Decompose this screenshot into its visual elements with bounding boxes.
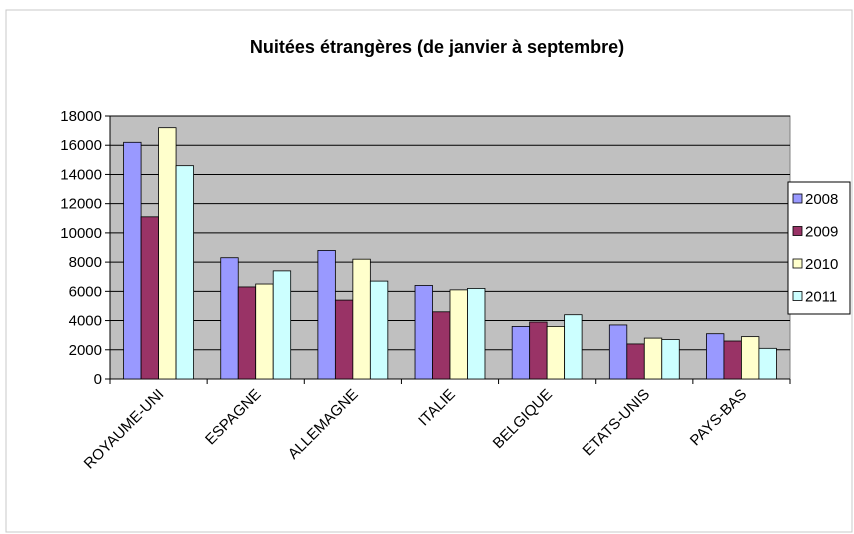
y-tick-label: 14000 bbox=[60, 166, 102, 183]
y-tick-label: 6000 bbox=[69, 283, 102, 300]
bar bbox=[317, 250, 336, 380]
bar bbox=[369, 280, 389, 380]
bar bbox=[220, 257, 239, 380]
bar bbox=[546, 325, 566, 380]
bar bbox=[158, 127, 177, 380]
bar bbox=[706, 333, 725, 380]
bar bbox=[432, 311, 451, 380]
bar bbox=[255, 283, 274, 380]
bar bbox=[723, 340, 742, 380]
bar bbox=[661, 339, 680, 380]
bar bbox=[352, 258, 371, 380]
bar bbox=[272, 270, 292, 380]
bar bbox=[237, 286, 257, 380]
bar bbox=[467, 288, 486, 380]
legend-swatch bbox=[792, 258, 803, 269]
legend-label: 2010 bbox=[805, 256, 838, 273]
bar bbox=[608, 324, 628, 380]
legend-label: 2009 bbox=[805, 224, 838, 241]
bar bbox=[449, 289, 468, 380]
legend-swatch bbox=[792, 226, 803, 236]
y-tick-label: 2000 bbox=[69, 342, 102, 359]
legend-label: 2011 bbox=[805, 289, 837, 306]
bar bbox=[140, 216, 159, 380]
y-tick-label: 12000 bbox=[60, 196, 102, 213]
y-tick-label: 4000 bbox=[69, 313, 102, 330]
legend-label: 2008 bbox=[805, 191, 838, 208]
bar bbox=[529, 321, 548, 380]
bar bbox=[511, 325, 531, 380]
legend-swatch bbox=[792, 193, 803, 204]
bar bbox=[414, 285, 433, 380]
bar bbox=[123, 141, 142, 380]
bar bbox=[741, 336, 760, 380]
y-tick-label: 8000 bbox=[69, 254, 102, 271]
bar bbox=[564, 314, 583, 380]
y-tick-label: 18000 bbox=[60, 108, 102, 125]
legend-swatch bbox=[792, 291, 803, 301]
y-tick-label: 16000 bbox=[60, 137, 102, 154]
bar bbox=[626, 343, 645, 380]
bar bbox=[643, 337, 663, 380]
chart-title: Nuitées étrangères (de janvier à septemb… bbox=[250, 37, 624, 57]
bar bbox=[758, 347, 777, 380]
y-tick-label: 0 bbox=[94, 371, 102, 388]
y-tick-label: 10000 bbox=[60, 225, 102, 242]
bar bbox=[175, 165, 194, 380]
bar bbox=[334, 299, 354, 380]
